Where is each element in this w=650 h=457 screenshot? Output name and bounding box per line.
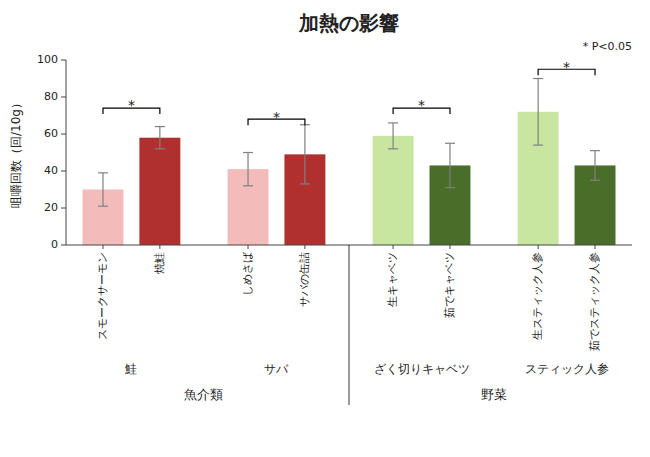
- error-bar-stem: [594, 151, 595, 181]
- x-tick: [304, 245, 305, 249]
- y-tick-label: 100: [37, 53, 58, 66]
- error-bar-cap: [590, 150, 600, 151]
- x-axis: スモークサーモン 焼鮭 しめさば サバの缶詰 生キャベツ 茹でキャベツ 生スティック人参 茹で…: [96, 245, 601, 351]
- error-bar: [243, 153, 253, 186]
- y-tick-label: 80: [44, 90, 58, 103]
- error-bar-cap: [445, 143, 455, 144]
- x-tick-label: 茹でスティック人参: [588, 252, 601, 351]
- error-bar: [388, 123, 398, 149]
- error-bar-stem: [102, 173, 103, 206]
- x-tick: [102, 245, 103, 249]
- y-tick-label: 20: [44, 201, 58, 214]
- error-bar-cap: [533, 145, 543, 146]
- y-tick: [61, 60, 66, 61]
- y-tick: [61, 245, 66, 246]
- significance-star: *: [563, 59, 570, 75]
- error-bar-cap: [445, 187, 455, 188]
- x-tick: [449, 245, 450, 249]
- error-bar: [98, 173, 108, 206]
- error-bar-cap: [155, 148, 165, 149]
- error-bar-cap: [300, 183, 310, 184]
- error-bar-cap: [155, 126, 165, 127]
- group-label: 鮭: [125, 362, 137, 376]
- y-tick: [61, 134, 66, 135]
- x-tick: [248, 245, 249, 249]
- significance-star: *: [418, 97, 425, 113]
- x-tick-label: 生スティック人参: [531, 252, 544, 340]
- group-label: サバ: [264, 362, 289, 376]
- x-tick-label: 焼鮭: [153, 252, 166, 274]
- y-tick: [61, 97, 66, 98]
- x-tick-label: 茹でキャベツ: [443, 252, 456, 318]
- x-tick-label: スモークサーモン: [96, 252, 109, 340]
- error-bar-cap: [243, 152, 253, 153]
- annotation: * P<0.05: [583, 40, 632, 53]
- error-bar-stem: [304, 125, 305, 184]
- error-bar-cap: [533, 78, 543, 79]
- y-axis: 0 20 40 60 80 100: [37, 53, 66, 251]
- group-label: ざく切りキャベツ: [374, 362, 470, 376]
- error-bar-stem: [159, 127, 160, 149]
- x-tick: [538, 245, 539, 249]
- error-bar: [155, 127, 165, 149]
- y-tick-label: 60: [44, 127, 58, 140]
- error-bar-stem: [449, 143, 450, 187]
- category-separator: [349, 245, 350, 405]
- x-tick-label: しめさば: [241, 251, 254, 296]
- bar: [139, 138, 180, 245]
- error-bar-stem: [538, 79, 539, 146]
- y-axis-line: [66, 60, 67, 245]
- chart: 加熱の影響 * P<0.05 咀嚼回数（回/10g） 0 20 40 60 80 100 * * * *…: [0, 0, 650, 457]
- y-tick-label: 0: [51, 238, 58, 251]
- error-bar-stem: [247, 153, 248, 186]
- y-axis-label: 咀嚼回数（回/10g）: [9, 97, 23, 208]
- page: {"chart_data": { "type": "bar", "title":…: [0, 0, 650, 457]
- category-label: 魚介類: [184, 387, 223, 402]
- category-label: 野菜: [481, 387, 507, 402]
- error-bar-cap: [388, 148, 398, 149]
- y-tick: [61, 208, 66, 209]
- error-bar-cap: [98, 206, 108, 207]
- error-bar-cap: [590, 180, 600, 181]
- y-tick: [61, 171, 66, 172]
- x-tick: [595, 245, 596, 249]
- error-bar: [590, 151, 600, 181]
- plot-area: [82, 69, 615, 245]
- x-tick-label: サバの缶詰: [298, 252, 311, 307]
- significance-star: *: [273, 109, 280, 125]
- error-bar-cap: [388, 122, 398, 123]
- x-tick: [393, 245, 394, 249]
- error-bar: [300, 125, 310, 184]
- x-tick-label: 生キャベツ: [386, 252, 399, 307]
- title: 加熱の影響: [298, 11, 399, 35]
- error-bar-cap: [243, 185, 253, 186]
- group-label: スティック人参: [525, 362, 609, 376]
- significance-star: *: [128, 97, 135, 113]
- error-bar: [445, 143, 455, 187]
- x-tick: [159, 245, 160, 249]
- y-tick-label: 40: [44, 164, 58, 177]
- error-bar: [533, 79, 543, 146]
- error-bar-cap: [98, 172, 108, 173]
- bar: [373, 136, 414, 245]
- error-bar-stem: [392, 123, 393, 149]
